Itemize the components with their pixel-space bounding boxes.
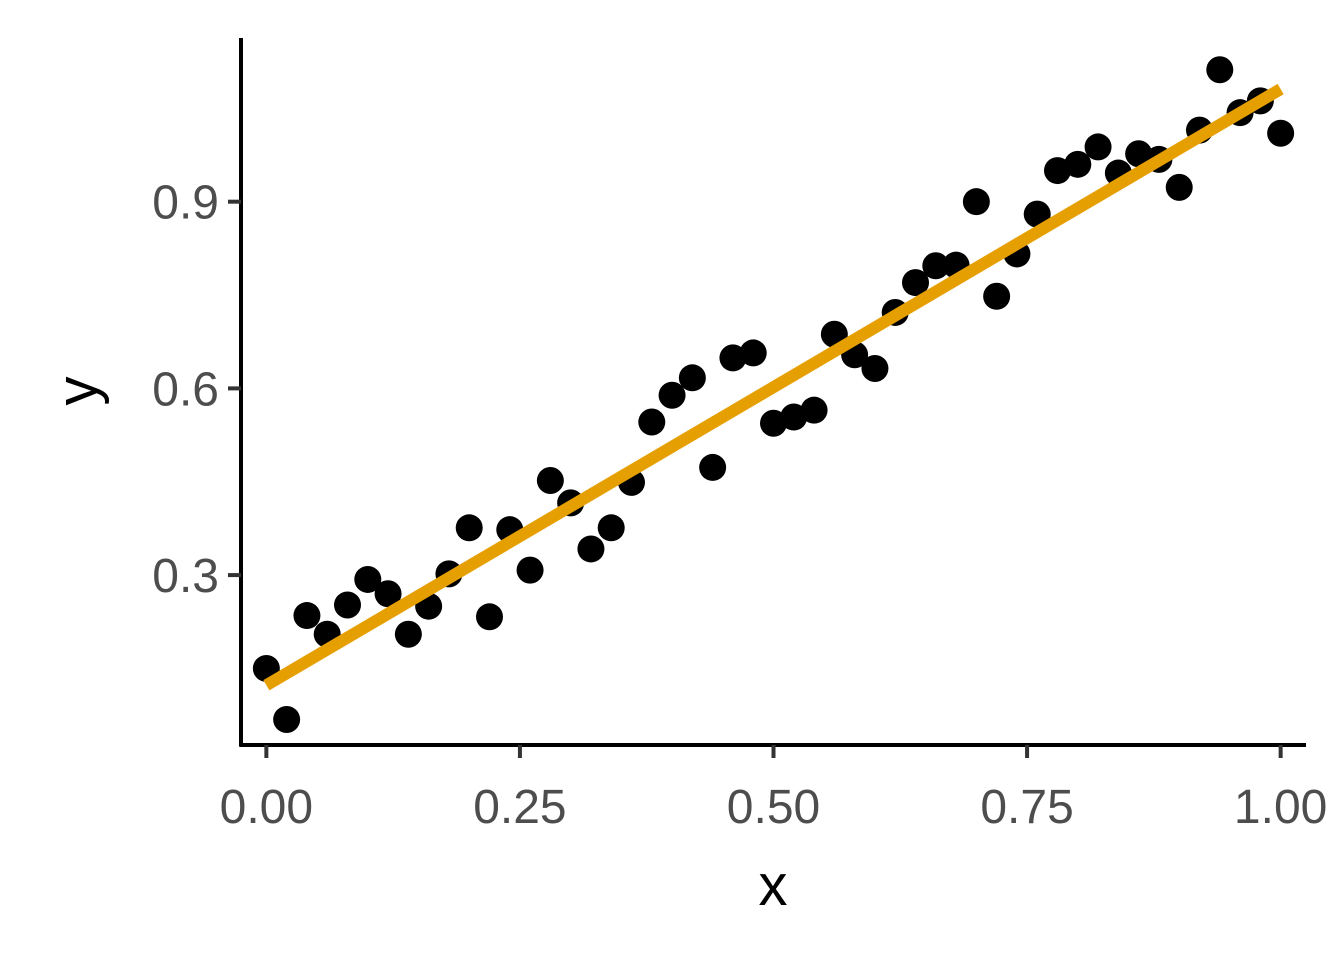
axes: 0.00 0.25 0.50 0.75 1.00 0.3 0.6 0.9	[152, 38, 1327, 834]
data-point	[577, 535, 605, 563]
x-tick-label: 0.75	[980, 781, 1073, 834]
data-point	[597, 514, 625, 542]
x-axis-title: x	[759, 853, 788, 918]
data-point	[678, 364, 706, 392]
x-tick-label: 0.00	[220, 781, 313, 834]
y-axis-title: y	[45, 377, 110, 406]
data-point	[374, 580, 402, 608]
data-point	[638, 408, 666, 436]
points-layer	[252, 56, 1295, 733]
data-point	[536, 466, 564, 494]
data-point	[983, 282, 1011, 310]
data-point	[719, 344, 747, 372]
data-point	[962, 188, 990, 216]
data-point	[658, 381, 686, 409]
data-point	[760, 409, 787, 437]
data-point	[455, 514, 483, 542]
data-point	[699, 453, 727, 481]
data-point	[1084, 133, 1112, 161]
fit-line	[263, 83, 1284, 691]
data-point	[516, 556, 544, 584]
x-tick-label: 0.25	[473, 781, 566, 834]
x-tick-label: 1.00	[1234, 781, 1327, 834]
data-point	[1125, 140, 1153, 168]
x-tick-label: 0.50	[727, 781, 820, 834]
fit-line-layer	[263, 83, 1284, 691]
data-point	[922, 252, 950, 280]
data-point	[780, 403, 808, 431]
data-point	[476, 603, 503, 631]
data-point	[1023, 200, 1051, 228]
data-point	[1165, 173, 1193, 201]
data-point	[293, 602, 321, 630]
data-point	[394, 620, 422, 648]
data-point	[861, 354, 889, 382]
y-tick-label: 0.9	[152, 177, 219, 230]
data-point	[1064, 150, 1092, 178]
data-point	[800, 396, 828, 424]
data-point	[739, 339, 767, 367]
data-point	[354, 565, 382, 593]
data-point	[902, 269, 929, 297]
y-tick-label: 0.6	[152, 363, 219, 416]
y-tick-label: 0.3	[152, 550, 219, 603]
data-point	[334, 591, 361, 619]
data-point	[1267, 119, 1295, 147]
data-point	[1044, 157, 1071, 185]
data-point	[273, 705, 301, 733]
data-point	[1206, 56, 1234, 84]
